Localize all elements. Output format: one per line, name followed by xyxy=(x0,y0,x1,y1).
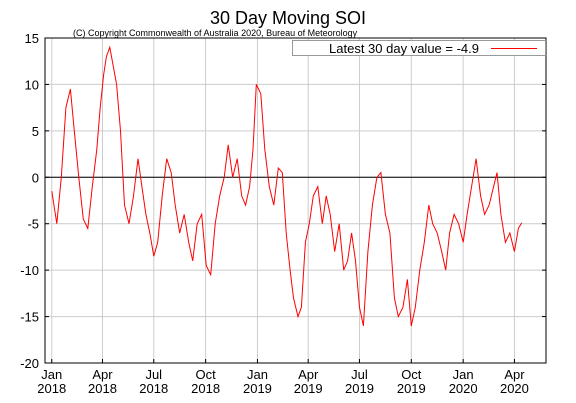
x-tick-year: 2018 xyxy=(88,381,117,396)
x-tick-year: 2018 xyxy=(191,381,220,396)
x-tick-month: Jan xyxy=(453,367,474,382)
x-tick-month: Apr xyxy=(298,367,319,382)
plot-frame xyxy=(44,37,547,364)
x-tick-month: Apr xyxy=(92,367,113,382)
x-tick-year: 2020 xyxy=(500,381,529,396)
x-tick-year: 2018 xyxy=(37,381,66,396)
x-tick-month: Apr xyxy=(504,367,525,382)
y-tick-label: 0 xyxy=(32,170,39,185)
x-tick-year: 2019 xyxy=(345,381,374,396)
x-tick-year: 2019 xyxy=(397,381,426,396)
x-tick-year: 2019 xyxy=(294,381,323,396)
y-tick-label: -15 xyxy=(20,310,39,325)
y-tick-label: -20 xyxy=(20,356,39,371)
legend-label: Latest 30 day value = -4.9 xyxy=(329,41,479,56)
chart-title: 30 Day Moving SOI xyxy=(209,8,367,28)
y-tick-label: 5 xyxy=(32,124,39,139)
y-tick-label: 10 xyxy=(25,77,39,92)
y-tick-label: -10 xyxy=(20,263,39,278)
legend: Latest 30 day value = -4.9 xyxy=(292,40,546,56)
x-tick-month: Jul xyxy=(351,367,368,382)
x-tick-month: Oct xyxy=(195,367,216,382)
x-tick-month: Jan xyxy=(41,367,62,382)
series-line xyxy=(51,45,523,327)
x-axis: Jan2018Apr2018Jul2018Oct2018Jan2019Apr20… xyxy=(37,359,529,396)
x-tick-month: Jan xyxy=(247,367,268,382)
chart-subtitle: (C) Copyright Commonwealth of Australia … xyxy=(73,28,358,38)
legend-swatch xyxy=(491,48,537,49)
x-tick-year: 2020 xyxy=(449,381,478,396)
grid xyxy=(45,37,546,364)
x-tick-year: 2018 xyxy=(139,381,168,396)
x-tick-month: Oct xyxy=(401,367,422,382)
y-axis: 15 10 5 0 -5 -10 -15 -20 xyxy=(20,31,546,371)
y-tick-label: -5 xyxy=(27,217,39,232)
x-tick-month: Jul xyxy=(145,367,162,382)
y-tick-label: 15 xyxy=(25,31,39,46)
x-tick-year: 2019 xyxy=(243,381,272,396)
